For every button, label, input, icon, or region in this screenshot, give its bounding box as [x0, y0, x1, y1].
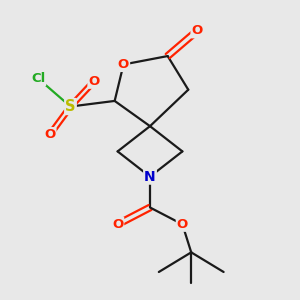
- Text: Cl: Cl: [31, 72, 45, 85]
- Text: O: O: [44, 128, 56, 141]
- Text: O: O: [177, 218, 188, 231]
- Text: S: S: [65, 99, 76, 114]
- Text: O: O: [118, 58, 129, 71]
- Text: O: O: [191, 24, 203, 37]
- Text: O: O: [112, 218, 123, 231]
- Text: O: O: [88, 75, 100, 88]
- Text: N: N: [144, 169, 156, 184]
